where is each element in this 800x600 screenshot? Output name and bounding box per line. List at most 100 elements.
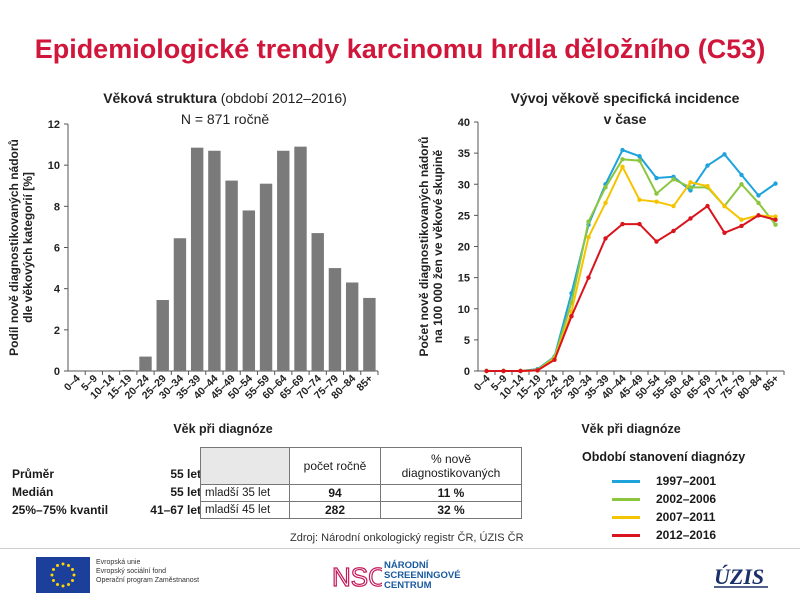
eu-line-3: Operační program Zaměstnanost [96, 577, 200, 584]
bar [311, 233, 324, 371]
bar [156, 299, 169, 371]
legend-swatch [612, 534, 640, 537]
y-tick-label: 0 [54, 366, 60, 378]
stat-median-label: Medián [12, 485, 54, 499]
eu-star [61, 584, 65, 588]
row-count: 94 [289, 484, 381, 502]
data-point [501, 368, 506, 374]
legend-swatch [612, 498, 640, 501]
data-point [654, 175, 659, 181]
table-row: mladší 35 let 94 11 % [200, 484, 522, 502]
uzis-logo-mark: ÚZIS [714, 564, 764, 589]
legend-title: Období stanovení diagnózy [582, 450, 746, 464]
y-tick-label: 2 [54, 325, 60, 337]
data-point [756, 213, 761, 218]
series-line [486, 204, 776, 372]
col-header-pct: % nově diagnostikovaných [380, 447, 522, 485]
right-chart-title-line2: v čase [603, 111, 647, 127]
bar [363, 297, 376, 371]
row-label: mladší 45 let [200, 501, 290, 519]
y-tick-label: 10 [458, 304, 470, 316]
uzis-logo-icon: ÚZIS [714, 564, 768, 589]
legend-label: 2007–2011 [656, 510, 716, 524]
data-point [773, 181, 778, 186]
legend-item: 1997–2001 [612, 472, 745, 490]
y-tick-label: 40 [458, 117, 470, 129]
bar [345, 282, 359, 371]
data-point [739, 223, 744, 229]
y-tick-label: 5 [464, 335, 470, 347]
row-count: 282 [289, 501, 381, 519]
data-point [620, 221, 625, 227]
data-point [637, 154, 642, 159]
legend-item: 2007–2011 [612, 508, 745, 526]
eu-star [71, 579, 75, 582]
nsc-logo-icon: NSC [331, 561, 382, 592]
data-point [705, 163, 710, 168]
eu-logo-text: Evropská unie Evropský sociální fond Ope… [96, 558, 199, 585]
y-tick-label: 30 [458, 179, 470, 191]
y-tick-label: 12 [48, 119, 60, 131]
data-point [620, 147, 625, 153]
series-line [486, 158, 777, 372]
page-title: Epidemiologické trendy karcinomu hrdla d… [34, 34, 766, 64]
eu-star [61, 562, 65, 566]
data-point [586, 219, 591, 224]
y-tick-label: 10 [48, 160, 60, 172]
data-point [739, 172, 744, 178]
table-corner-cell [200, 447, 290, 485]
line-chart-legend: Období stanovení diagnózy 1997–2001 2002… [568, 450, 745, 544]
table-header-row: počet ročně % nově diagnostikovaných [200, 447, 522, 485]
eu-star [56, 563, 59, 567]
eu-star [71, 568, 75, 571]
data-point [654, 191, 659, 196]
nsc-line-2: SCREENINGOVÉ [384, 570, 461, 581]
data-point [773, 222, 778, 227]
data-point [773, 217, 778, 222]
eu-line-1: Evropská unie [96, 559, 141, 566]
bar [190, 147, 204, 371]
data-point [637, 197, 642, 203]
source-note: Zdroj: Národní onkologický registr ČR, Ú… [290, 532, 524, 544]
data-point [603, 185, 608, 190]
young-patients-table: počet ročně % nově diagnostikovaných mla… [200, 447, 522, 519]
left-chart-title-period: (období 2012–2016) [220, 90, 347, 106]
bar [225, 180, 238, 371]
data-point [654, 199, 659, 204]
data-point [654, 239, 659, 244]
data-point [484, 368, 489, 374]
eu-star [51, 579, 55, 582]
eu-star [50, 573, 54, 577]
y-axis-label-line1: Počet nově diagnostikovaných nádorů [417, 136, 431, 356]
bar [242, 210, 256, 371]
data-point [518, 368, 523, 374]
data-point [671, 177, 676, 182]
eu-star [67, 583, 70, 587]
data-point [688, 180, 693, 185]
left-chart-title: Věková struktura (období 2012–2016) [60, 90, 390, 106]
bar [259, 183, 273, 371]
data-point [637, 158, 642, 163]
nsc-line-1: NÁRODNÍ [384, 560, 429, 571]
data-point [569, 314, 574, 319]
stat-mean: Průměr 55 let [12, 465, 202, 483]
table-row: mladší 45 let 282 32 % [200, 501, 522, 519]
bar [208, 150, 221, 371]
data-point [773, 214, 778, 219]
eu-star [51, 568, 55, 571]
eu-flag-icon [36, 557, 90, 593]
stat-iqr-label: 25%–75% kvantil [12, 503, 109, 517]
data-point [535, 368, 540, 373]
legend-swatch [612, 480, 640, 483]
x-tick-label: 85+ [761, 373, 782, 394]
legend-label: 2012–2016 [656, 528, 717, 542]
data-point [552, 357, 557, 362]
nsc-logo-text: NÁRODNÍ SCREENINGOVÉ CENTRUM [384, 561, 461, 591]
stat-iqr: 25%–75% kvantil 41–67 let [12, 501, 202, 519]
y-axis-label-line2: dle věkových kategorií [%] [21, 172, 35, 323]
y-axis-label-line2: na 100 000 žen ve věkové skupině [431, 149, 445, 343]
y-tick-label: 35 [458, 148, 470, 160]
row-label: mladší 35 let [200, 484, 290, 502]
eu-star [67, 563, 70, 567]
bar [139, 356, 152, 371]
